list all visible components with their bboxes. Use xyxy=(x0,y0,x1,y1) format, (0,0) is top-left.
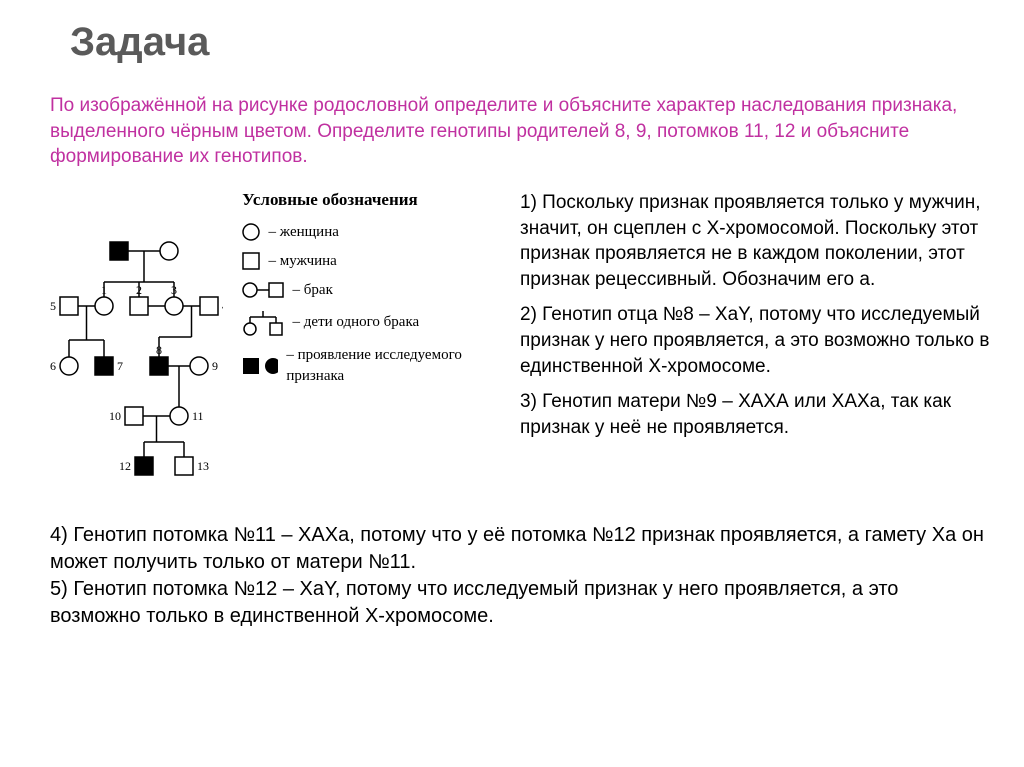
svg-text:1: 1 xyxy=(101,283,107,297)
problem-prompt: По изображённой на рисунке родословной о… xyxy=(50,93,994,170)
legend-children: – дети одного брака xyxy=(241,309,490,337)
svg-text:10: 10 xyxy=(109,409,121,423)
pedigree-wrap: 51234678910111213 – женщина – мужчина – … xyxy=(50,222,490,492)
legend-female: – женщина xyxy=(241,222,490,243)
answers-column: 1) Поскольку признак проявляется только … xyxy=(520,190,994,492)
svg-text:7: 7 xyxy=(117,359,123,373)
answer-2: 2) Генотип отца №8 – XaY, потому что исс… xyxy=(520,302,994,379)
svg-text:2: 2 xyxy=(136,283,142,297)
svg-text:3: 3 xyxy=(171,283,177,297)
legend-children-text: – дети одного брака xyxy=(293,312,420,333)
legend-male-text: – мужчина xyxy=(269,251,337,272)
svg-text:11: 11 xyxy=(192,409,204,423)
legend-male: – мужчина xyxy=(241,251,490,272)
pedigree-diagram: 51234678910111213 xyxy=(50,222,223,492)
answer-1: 1) Поскольку признак проявляется только … xyxy=(520,190,994,293)
legend-affected: – проявление исследуемого признака xyxy=(241,345,490,387)
legend-marriage: – брак xyxy=(241,280,490,301)
diagram-column: Условные обозначения 51234678910111213 –… xyxy=(50,190,490,492)
svg-text:9: 9 xyxy=(212,359,218,373)
answer-4: 4) Генотип потомка №11 – ХАХа, потому чт… xyxy=(50,522,994,576)
legend-female-text: – женщина xyxy=(269,222,339,243)
svg-text:5: 5 xyxy=(50,299,56,313)
bottom-answers: 4) Генотип потомка №11 – ХАХа, потому чт… xyxy=(50,522,994,630)
svg-text:4: 4 xyxy=(222,299,223,313)
legend-block: – женщина – мужчина – брак – дети одного… xyxy=(241,222,490,395)
legend-marriage-text: – брак xyxy=(293,280,333,301)
content-row: Условные обозначения 51234678910111213 –… xyxy=(50,190,994,492)
answer-3: 3) Генотип матери №9 – ХАХА или ХАХа, та… xyxy=(520,389,994,440)
svg-text:8: 8 xyxy=(156,343,162,357)
svg-text:12: 12 xyxy=(119,459,131,473)
slide-title: Задача xyxy=(70,20,994,65)
legend-affected-text: – проявление исследуемого признака xyxy=(286,345,490,387)
answer-5: 5) Генотип потомка №12 – XaY, потому что… xyxy=(50,576,994,630)
legend-title: Условные обозначения xyxy=(170,190,490,210)
svg-text:13: 13 xyxy=(197,459,209,473)
svg-text:6: 6 xyxy=(50,359,56,373)
